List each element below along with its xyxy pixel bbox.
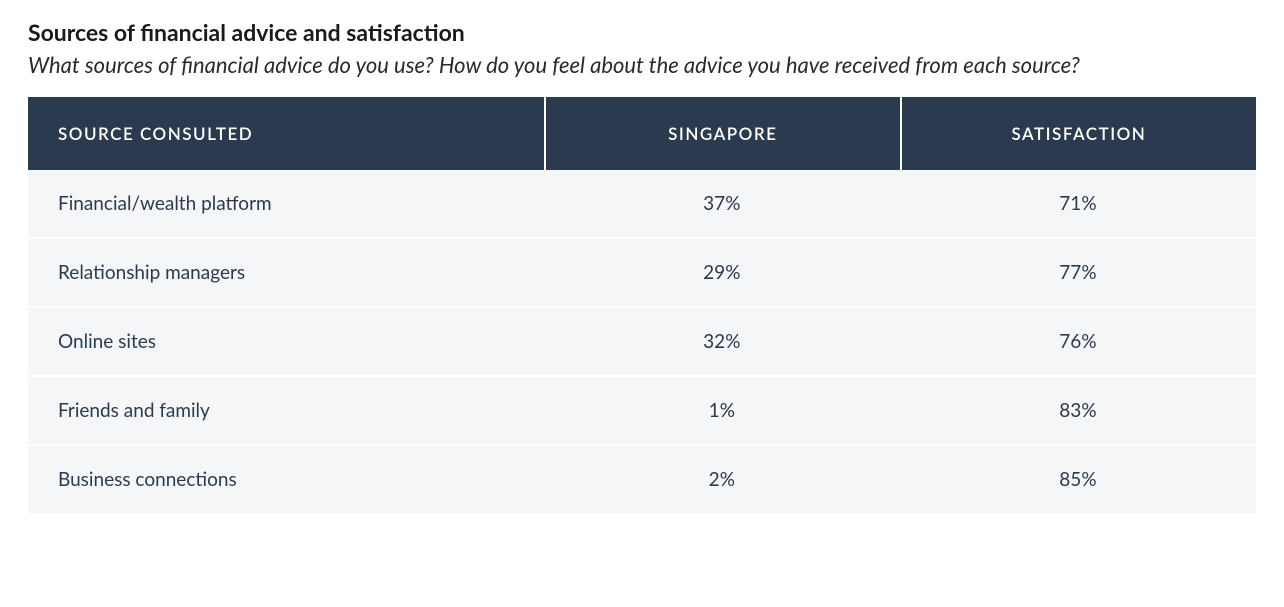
table-row: Financial/wealth platform 37% 71% xyxy=(28,170,1256,239)
cell-singapore: 1% xyxy=(544,377,900,446)
cell-singapore: 32% xyxy=(544,308,900,377)
col-header-singapore: SINGAPORE xyxy=(544,97,900,170)
page-title: Sources of financial advice and satisfac… xyxy=(28,18,1256,46)
cell-source: Relationship managers xyxy=(28,239,544,308)
cell-singapore: 37% xyxy=(544,170,900,239)
advice-table: SOURCE CONSULTED SINGAPORE SATISFACTION … xyxy=(28,97,1256,513)
cell-satisfaction: 83% xyxy=(900,377,1256,446)
page-root: Sources of financial advice and satisfac… xyxy=(0,0,1284,545)
cell-source: Online sites xyxy=(28,308,544,377)
cell-singapore: 2% xyxy=(544,446,900,513)
cell-source: Business connections xyxy=(28,446,544,513)
cell-satisfaction: 71% xyxy=(900,170,1256,239)
col-header-source: SOURCE CONSULTED xyxy=(28,97,544,170)
table-row: Friends and family 1% 83% xyxy=(28,377,1256,446)
table-row: Online sites 32% 76% xyxy=(28,308,1256,377)
cell-satisfaction: 77% xyxy=(900,239,1256,308)
page-subtitle: What sources of financial advice do you … xyxy=(28,50,1256,81)
cell-source: Financial/wealth platform xyxy=(28,170,544,239)
table-header-row: SOURCE CONSULTED SINGAPORE SATISFACTION xyxy=(28,97,1256,170)
cell-satisfaction: 76% xyxy=(900,308,1256,377)
table-row: Business connections 2% 85% xyxy=(28,446,1256,513)
cell-source: Friends and family xyxy=(28,377,544,446)
cell-singapore: 29% xyxy=(544,239,900,308)
col-header-satisfaction: SATISFACTION xyxy=(900,97,1256,170)
cell-satisfaction: 85% xyxy=(900,446,1256,513)
table-row: Relationship managers 29% 77% xyxy=(28,239,1256,308)
